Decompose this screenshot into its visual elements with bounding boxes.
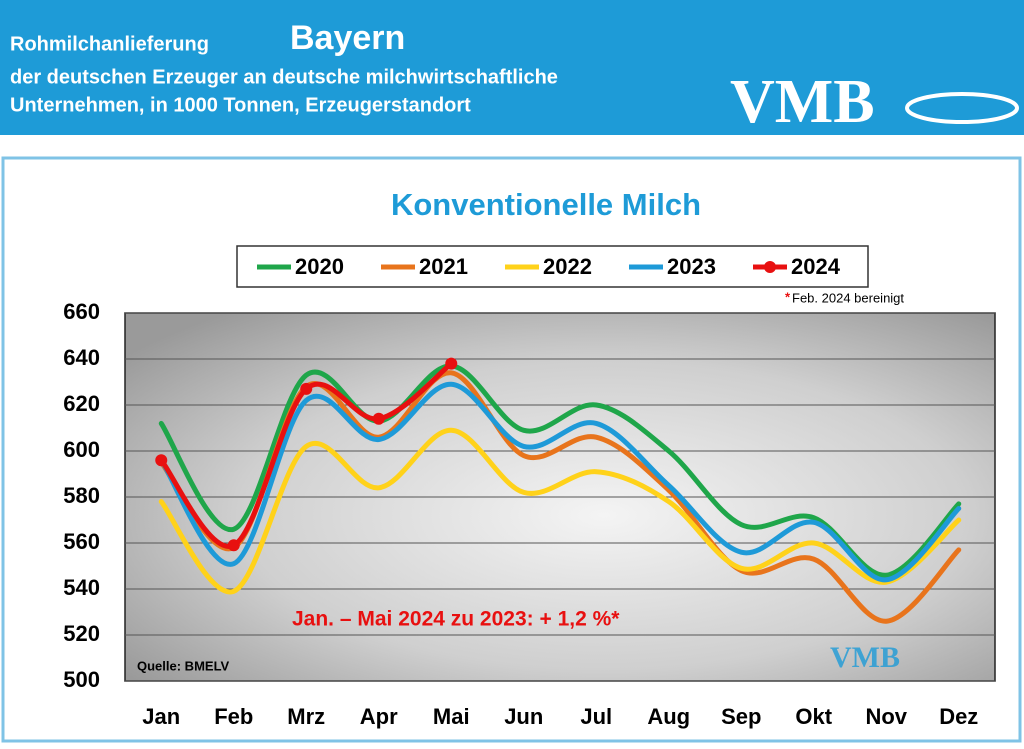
x-tick-label: Jan: [142, 704, 180, 729]
x-tick-label: Apr: [360, 704, 398, 729]
y-tick-label: 640: [63, 345, 100, 370]
point-marker: [445, 357, 458, 370]
x-tick-label: Okt: [795, 704, 832, 729]
header-title: Rohmilchanlieferung: [10, 33, 209, 55]
y-tick-label: 560: [63, 529, 100, 554]
x-tick-label: Nov: [865, 704, 907, 729]
header-band: [0, 0, 1024, 135]
point-marker: [372, 412, 385, 425]
x-tick-label: Mai: [433, 704, 470, 729]
y-tick-label: 620: [63, 391, 100, 416]
watermark: VMB: [830, 641, 900, 674]
chart-title: Konventionelle Milch: [391, 187, 701, 222]
x-tick-label: Aug: [647, 704, 690, 729]
series-line: [158, 363, 962, 578]
point-marker: [227, 539, 240, 552]
legend-label: 2022: [543, 254, 592, 279]
y-tick-label: 540: [63, 575, 100, 600]
x-tick-label: Jun: [504, 704, 543, 729]
annotation: Jan. – Mai 2024 zu 2023: + 1,2 %*: [292, 608, 620, 631]
legend-label: 2024: [791, 254, 841, 279]
footnote-marker: *: [785, 289, 791, 304]
legend-marker: [764, 261, 776, 273]
x-tick-label: Dez: [939, 704, 978, 729]
logo: VMB: [730, 68, 875, 136]
y-tick-label: 660: [63, 299, 100, 324]
x-tick-label: Sep: [721, 704, 761, 729]
legend-label: 2021: [419, 254, 468, 279]
series-line: [158, 361, 454, 549]
x-tick-label: Mrz: [287, 704, 325, 729]
x-tick-label: Feb: [214, 704, 253, 729]
y-tick-label: 520: [63, 621, 100, 646]
header-region: Bayern: [290, 19, 405, 57]
logo-swoosh: [905, 92, 1019, 124]
footnote: Feb. 2024 bereinigt: [792, 290, 904, 305]
y-tick-label: 580: [63, 483, 100, 508]
source: Quelle: BMELV: [137, 658, 230, 673]
series-line: [158, 427, 962, 595]
point-marker: [300, 382, 313, 395]
header-subtitle: der deutschen Erzeuger an deutsche milch…: [10, 66, 558, 88]
legend-label: 2020: [295, 254, 344, 279]
y-tick-label: 600: [63, 437, 100, 462]
legend-label: 2023: [667, 254, 716, 279]
header-subtitle: Unternehmen, in 1000 Tonnen, Erzeugersta…: [10, 94, 471, 116]
x-tick-label: Jul: [580, 704, 612, 729]
series-line: [158, 381, 962, 583]
point-marker: [155, 454, 168, 467]
y-tick-label: 500: [63, 667, 100, 692]
